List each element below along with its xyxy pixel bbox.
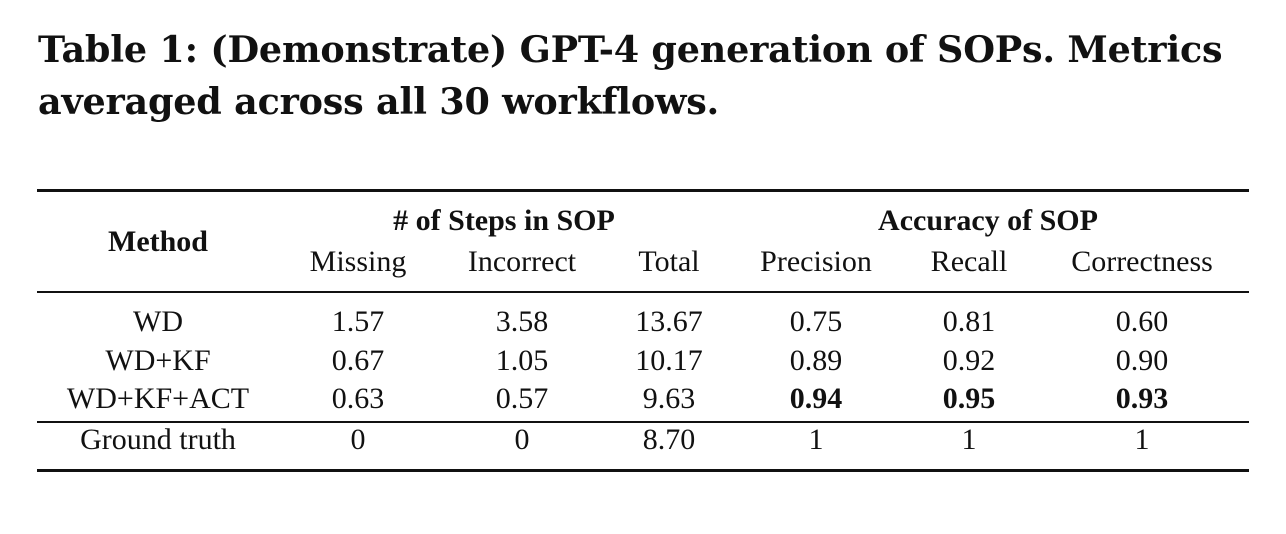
row-wd-missing: 1.57 <box>331 305 385 338</box>
caption-line-2: averaged across all 30 workflows. <box>38 80 720 123</box>
top-rule <box>37 189 1249 192</box>
header-group-accuracy: Accuracy of SOP <box>878 204 1098 237</box>
row-wdkfact-precision: 0.94 <box>789 382 843 415</box>
header-rule <box>37 291 1249 293</box>
row-wd-method: WD <box>133 305 183 338</box>
row-wdkf-total: 10.17 <box>635 344 703 377</box>
row-wdkfact-total: 9.63 <box>642 382 696 415</box>
header-total: Total <box>638 245 700 278</box>
row-wd-recall: 0.81 <box>942 305 996 338</box>
caption-line-1: Table 1: (Demonstrate) GPT-4 generation … <box>38 28 1223 71</box>
row-wd-incorrect: 3.58 <box>495 305 549 338</box>
row-wd-total: 13.67 <box>635 305 703 338</box>
row-ground-truth-correctness: 1 <box>1134 423 1150 456</box>
row-wdkf-precision: 0.89 <box>789 344 843 377</box>
row-wdkf-missing: 0.67 <box>331 344 385 377</box>
table-caption: Table 1: (Demonstrate) GPT-4 generation … <box>38 24 1238 128</box>
row-wd-correctness: 0.60 <box>1115 305 1169 338</box>
row-wdkfact-incorrect: 0.57 <box>495 382 549 415</box>
row-ground-truth-method: Ground truth <box>80 423 236 456</box>
header-method: Method <box>108 225 208 258</box>
row-wdkfact-method: WD+KF+ACT <box>66 382 250 415</box>
row-wdkf-correctness: 0.90 <box>1115 344 1169 377</box>
row-wdkf-method: WD+KF <box>105 344 211 377</box>
row-wdkf-incorrect: 1.05 <box>495 344 549 377</box>
row-wdkf-recall: 0.92 <box>942 344 996 377</box>
header-recall: Recall <box>930 245 1008 278</box>
row-ground-truth-total: 8.70 <box>642 423 696 456</box>
row-ground-truth-recall: 1 <box>961 423 977 456</box>
row-ground-truth-incorrect: 0 <box>514 423 530 456</box>
row-wdkfact-missing: 0.63 <box>331 382 385 415</box>
header-group-steps: # of Steps in SOP <box>393 204 615 237</box>
row-wdkfact-correctness: 0.93 <box>1115 382 1169 415</box>
row-wdkfact-recall: 0.95 <box>942 382 996 415</box>
header-incorrect: Incorrect <box>467 245 577 278</box>
header-precision: Precision <box>760 245 872 278</box>
row-ground-truth-missing: 0 <box>350 423 366 456</box>
row-ground-truth-precision: 1 <box>808 423 824 456</box>
bottom-rule <box>37 469 1249 472</box>
header-correctness: Correctness <box>1071 245 1213 278</box>
ground-truth-rule <box>37 421 1249 423</box>
row-wd-precision: 0.75 <box>789 305 843 338</box>
header-missing: Missing <box>309 245 407 278</box>
